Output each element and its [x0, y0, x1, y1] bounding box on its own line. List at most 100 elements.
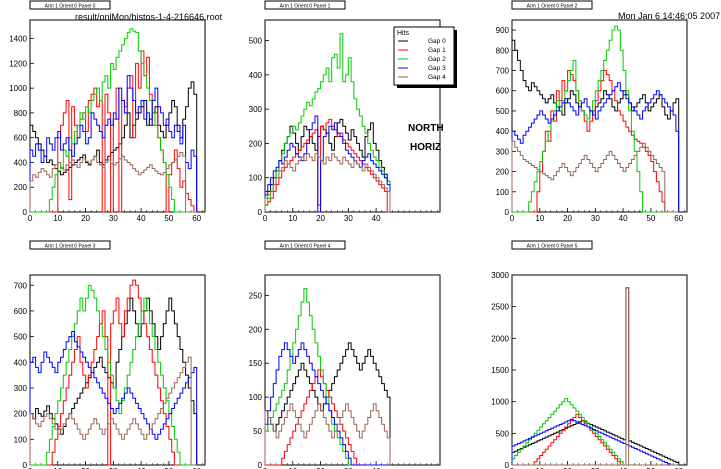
- x-tick-label: 0: [510, 214, 515, 223]
- y-tick-label: 300: [496, 147, 510, 156]
- legend-entry-label: Gap 1: [428, 47, 446, 54]
- series-2-histogram: [30, 28, 197, 213]
- series-3-histogram: [29, 75, 198, 212]
- panel-5: Arm 1 Orient 0 Panel 5 0 10 20 30 40 50 60 0 500 1…: [491, 240, 688, 469]
- x-tick-label: 40: [137, 214, 146, 223]
- y-tick-label: 150: [249, 359, 263, 368]
- series-1-histogram: [265, 369, 390, 466]
- legend-entry-label: Gap 3: [428, 65, 446, 72]
- panel-1: Arm 1 Orient 0 Panel 10 10 20 30 40010020030…: [249, 0, 441, 223]
- y-tick-label: 1000: [9, 84, 27, 93]
- y-tick-label: 100: [249, 174, 263, 183]
- y-tick-label: 0: [23, 208, 28, 217]
- x-tick-label: 0: [263, 214, 268, 223]
- x-tick-label: 40: [137, 467, 146, 469]
- panel-0: Arm 1 Orient 0 Panel 00 10 20 30 40 50 6002004…: [9, 0, 206, 223]
- x-tick-label: 60: [674, 214, 683, 223]
- y-tick-label: 1200: [9, 59, 27, 68]
- y-tick-label: 700: [14, 281, 28, 290]
- plot-frame: [511, 19, 688, 213]
- orientation-annotation: HORIZ: [410, 142, 441, 153]
- panel-title: Arm 1 Orient 0 Panel 5: [527, 244, 578, 250]
- y-tick-label: 600: [496, 87, 510, 96]
- y-tick-label: 300: [249, 105, 263, 114]
- series-0-histogram: [511, 287, 680, 465]
- plot-frame: [29, 274, 206, 466]
- y-tick-label: 600: [14, 134, 28, 143]
- series-2-histogram: [511, 398, 679, 466]
- y-tick-label: 200: [14, 410, 28, 419]
- y-tick-label: 500: [14, 333, 28, 342]
- y-tick-label: 1500: [491, 366, 509, 375]
- series-3-histogram: [511, 82, 680, 212]
- x-tick-label: 20: [316, 467, 325, 469]
- series-3-histogram: [29, 331, 198, 465]
- y-tick-label: 100: [496, 188, 510, 197]
- x-tick-label: 60: [674, 467, 683, 469]
- series-4-histogram: [511, 140, 679, 213]
- legend-title: Hits: [397, 30, 410, 37]
- series-3-histogram: [511, 418, 679, 466]
- x-tick-label: 10: [288, 467, 297, 469]
- legend-entry-label: Gap 0: [428, 38, 446, 45]
- x-tick-label: 30: [344, 214, 353, 223]
- legend: Hits Gap 0 Gap 1 Gap 2 Gap 3 Gap 4: [393, 26, 457, 88]
- series-0-histogram: [511, 39, 680, 212]
- series-2-histogram: [30, 284, 197, 466]
- x-tick-label: 20: [81, 467, 90, 469]
- panel-title: Arm 1 Orient 0 Panel 1: [280, 4, 331, 10]
- x-tick-label: 60: [192, 467, 201, 469]
- panel-title-box: Arm 1 Orient 0 Panel 3: [29, 240, 111, 250]
- legend-entry-label: Gap 2: [428, 56, 446, 63]
- x-tick-label: 20: [563, 214, 572, 223]
- series-4-histogram: [29, 152, 197, 213]
- panel-title-box: Arm 1 Orient 0 Panel 0: [29, 0, 111, 10]
- x-tick-label: 60: [192, 214, 201, 223]
- x-tick-label: 10: [288, 214, 297, 223]
- x-tick-label: 20: [81, 214, 90, 223]
- y-tick-label: 200: [14, 183, 28, 192]
- panel-title: Arm 1 Orient 0 Panel 3: [45, 244, 96, 250]
- arm-annotation: NORTH: [408, 123, 444, 134]
- panel-2: Arm 1 Orient 0 Panel 20 10 20 30 40 50 6001002…: [496, 0, 688, 223]
- x-tick-label: 20: [316, 214, 325, 223]
- y-tick-label: 400: [14, 358, 28, 367]
- y-tick-label: 200: [249, 325, 263, 334]
- y-tick-label: 0: [258, 208, 263, 217]
- x-tick-label: 50: [646, 214, 655, 223]
- x-tick-label: 40: [372, 214, 381, 223]
- timestamp-label: Mon Jan 6 14:46:05 2007: [618, 11, 720, 21]
- panel-title: Arm 1 Orient 0 Panel 2: [527, 4, 578, 10]
- y-tick-label: 500: [249, 37, 263, 46]
- panel-title: Arm 1 Orient 0 Panel 0: [45, 4, 96, 10]
- series-4-histogram: [264, 403, 391, 465]
- panel-4: Arm 1 Orient 0 Panel 4 0 10 20 30 40 0 50 100 150…: [249, 240, 441, 469]
- x-tick-label: 10: [535, 467, 544, 469]
- x-tick-label: 0: [510, 467, 515, 469]
- series-3-histogram: [264, 342, 390, 466]
- x-tick-label: 40: [619, 214, 628, 223]
- panel-title-box: Arm 1 Orient 0 Panel 4: [264, 240, 346, 250]
- y-tick-label: 3000: [491, 271, 509, 280]
- panel-title: Arm 1 Orient 0 Panel 4: [280, 244, 331, 250]
- y-tick-label: 0: [505, 461, 510, 469]
- series-2-histogram: [264, 33, 391, 212]
- series-2-histogram: [264, 288, 390, 466]
- y-tick-label: 300: [14, 384, 28, 393]
- series-4-histogram: [512, 287, 679, 466]
- y-tick-label: 600: [14, 307, 28, 316]
- y-tick-label: 400: [14, 158, 28, 167]
- y-tick-label: 1000: [491, 398, 509, 407]
- y-tick-label: 0: [23, 461, 28, 469]
- y-tick-label: 400: [249, 71, 263, 80]
- series-1-histogram: [30, 279, 197, 466]
- panel-title-box: Arm 1 Orient 0 Panel 1: [264, 0, 346, 10]
- series-1-histogram: [30, 50, 197, 213]
- y-tick-label: 700: [496, 67, 510, 76]
- y-tick-label: 100: [249, 393, 263, 402]
- panel-title-box: Arm 1 Orient 0 Panel 5: [511, 240, 593, 250]
- y-tick-label: 50: [253, 427, 262, 436]
- x-tick-label: 30: [344, 467, 353, 469]
- x-tick-label: 40: [619, 467, 628, 469]
